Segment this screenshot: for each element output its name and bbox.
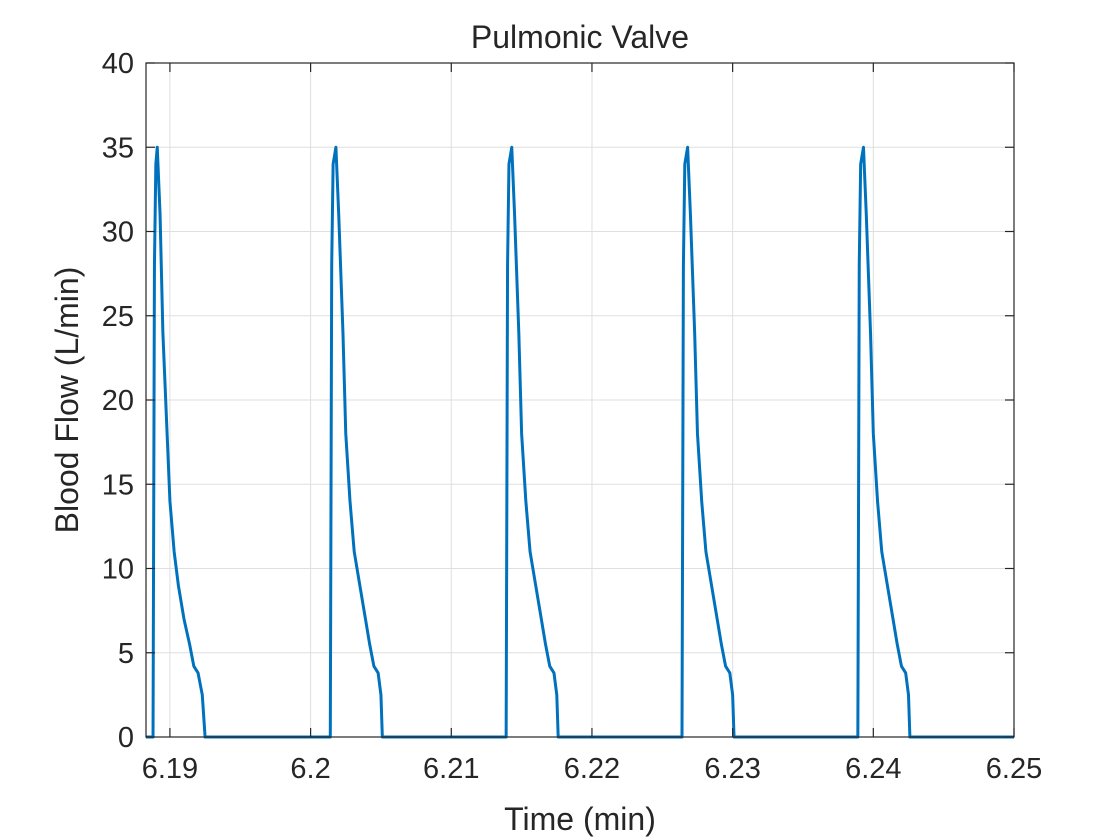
y-tick-label: 30	[102, 217, 134, 249]
y-tick-label: 35	[102, 132, 134, 164]
series-line	[146, 145, 1014, 739]
x-tick-label: 6.25	[986, 753, 1042, 785]
y-tick-label: 40	[102, 48, 134, 80]
series-layer	[146, 145, 1014, 739]
y-tick-label: 15	[102, 469, 134, 501]
ticks: 6.19 6.2 6.21 6.22 6.23 6.24 6.25 0 5 10 15 20 25 30 3…	[102, 48, 1042, 785]
x-tick-label: 6.23	[704, 753, 760, 785]
x-tick-label: 6.22	[564, 753, 620, 785]
y-tick-label: 10	[102, 554, 134, 586]
y-tick-label: 0	[118, 722, 134, 754]
chart-title: Pulmonic Valve	[471, 19, 689, 55]
x-tick-label: 6.2	[290, 753, 330, 785]
y-tick-label: 20	[102, 385, 134, 417]
y-tick-label: 5	[118, 638, 134, 670]
x-axis-label: Time (min)	[504, 801, 656, 837]
x-tick-label: 6.24	[845, 753, 901, 785]
y-tick-label: 25	[102, 301, 134, 333]
y-axis-label: Blood Flow (L/min)	[49, 267, 85, 534]
x-tick-label: 6.21	[423, 753, 479, 785]
x-tick-label: 6.19	[142, 753, 198, 785]
